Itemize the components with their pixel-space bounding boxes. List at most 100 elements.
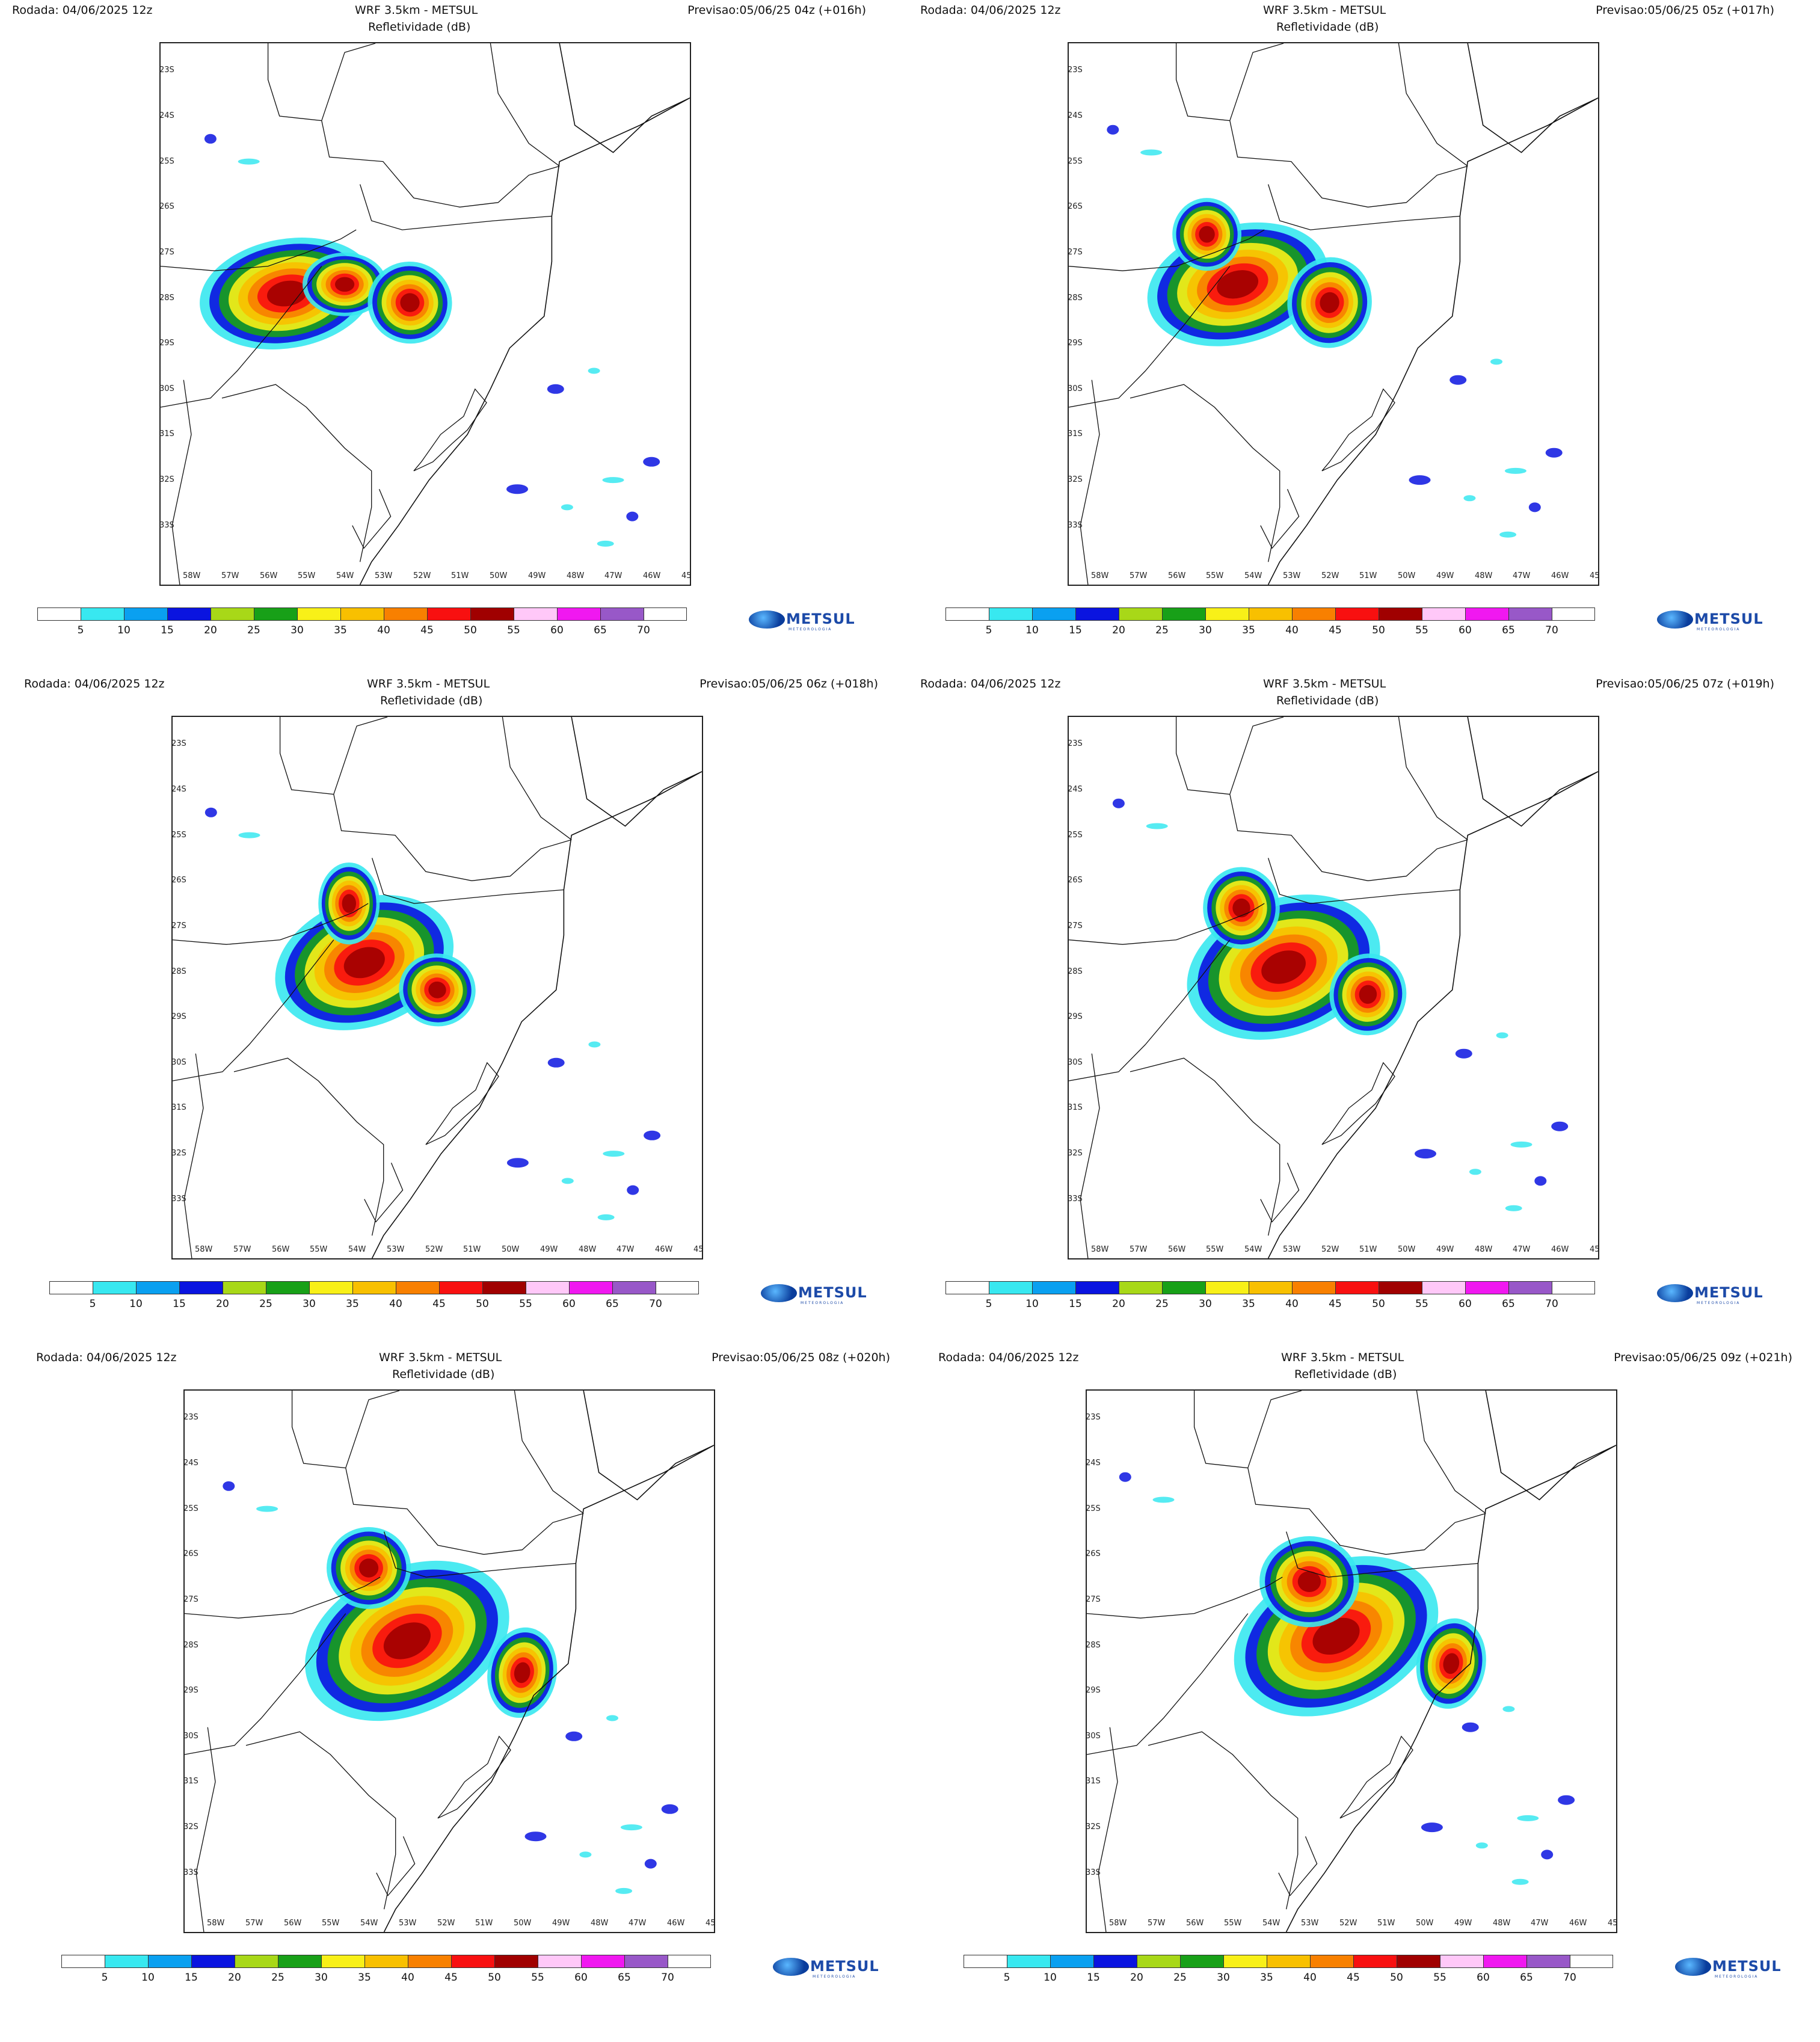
state-border [1285,1531,1478,1578]
colorbar-label: 20 [1112,1298,1125,1310]
colorbar-swatch [451,1955,494,1968]
colorbar-swatch [1465,1281,1508,1294]
longitude-label: 52W [413,571,431,580]
reflectivity-cell [1511,1878,1529,1885]
colorbar-label: 70 [1563,1972,1576,1984]
colorbar-label: 65 [594,624,607,636]
colorbar-swatch [1007,1955,1050,1968]
reflectivity-cell [588,367,600,374]
longitude-label: 52W [1321,1245,1339,1254]
reflectivity-cell [506,484,528,494]
reflectivity-cell [223,1481,235,1491]
longitude-label: 56W [284,1919,302,1928]
reflectivity-cell [597,540,614,547]
colorbar-swatch [278,1955,321,1968]
run-label: Rodada: 04/06/2025 12z [938,1351,1079,1364]
colorbar-swatch [470,607,514,621]
colorbar-label: 35 [1242,1298,1255,1310]
longitude-label: 50W [1398,1245,1416,1254]
colorbar-swatch [1162,1281,1205,1294]
logo-wordmark: METSUL [798,1284,867,1301]
longitude-label: 46W [1551,1245,1569,1254]
colorbar-swatch [309,1281,352,1294]
longitude-label: 58W [1091,571,1109,580]
reflectivity-contour [383,1622,431,1659]
colorbar-label: 25 [1173,1972,1187,1984]
variable-subtitle: Refletividade (dB) [1294,1368,1397,1381]
longitude-label: 48W [1475,571,1493,580]
metsul-logo: METSUL METEOROLOGIA [1675,1957,1781,1981]
reflectivity-field [1112,798,1569,1211]
colorbar-label: 70 [649,1298,662,1310]
state-border [1247,1391,1302,1468]
colorbar-label: 15 [1069,624,1082,636]
reflectivity-cell [602,477,624,484]
colorbar-label: 5 [985,624,992,636]
longitude-label: 56W [260,571,278,580]
reflectivity-cell [1490,358,1502,365]
latitude-label: 28S [159,294,174,303]
colorbar-swatch [1249,1281,1292,1294]
longitude-label: 51W [1377,1919,1395,1928]
reflectivity-cell [643,457,660,467]
reflectivity-cell [1534,1176,1547,1186]
longitude-label: 48W [1475,1245,1493,1254]
latitude-label: 32S [171,1149,186,1158]
longitude-label: 54W [336,571,354,580]
model-title: WRF 3.5km - METSUL [1263,4,1386,17]
colorbar-label: 55 [1415,624,1428,636]
colorbar-label: 50 [464,624,477,636]
state-border [1087,1576,1283,1619]
state-border [1416,1391,1486,1514]
state-border [1130,384,1280,562]
latitude-label: 31S [159,429,174,438]
colorbar-label: 25 [259,1298,272,1310]
latitude-label: 24S [171,785,186,794]
reflectivity-contour [1312,1617,1360,1655]
latitude-label: 25S [1086,1504,1101,1513]
forecast-time: Previsao:05/06/25 04z (+016h) [687,4,866,17]
longitude-label: 54W [360,1919,378,1928]
reflectivity-contour [1232,898,1250,918]
longitude-label: 56W [1168,1245,1186,1254]
reflectivity-field [1107,125,1563,538]
logo-tagline: METEOROLOGIA [801,1301,844,1305]
reflectivity-cell [1462,1722,1479,1732]
colorbar [49,1281,699,1294]
longitude-label: 55W [1224,1919,1242,1928]
colorbar-swatch [989,607,1032,621]
colorbar-label: 25 [271,1972,284,1984]
latitude-label: 23S [183,1413,198,1422]
state-border [185,1576,381,1619]
state-border [1267,858,1460,904]
latitude-label: 25S [159,157,174,166]
colorbar-label: 45 [1347,1972,1360,1984]
colorbar-swatch [136,1281,179,1294]
state-border [291,1391,584,1555]
colorbar-label: 45 [444,1972,458,1984]
metsul-logo: METSUL METEOROLOGIA [1657,1283,1763,1307]
globe-icon [749,610,785,629]
longitude-label: 52W [425,1245,443,1254]
colorbar-swatch [1570,1955,1613,1968]
longitude-label: 53W [375,571,393,580]
colorbar [61,1955,711,1968]
lagoa-dos-patos [1339,1735,1413,1819]
longitude-label: 49W [528,571,546,580]
latitude-label: 26S [159,202,174,211]
colorbar-swatch [61,1955,105,1968]
latitude-label: 29S [1068,1012,1083,1021]
colorbar-label: 70 [661,1972,674,1984]
forecast-time: Previsao:05/06/25 09z (+021h) [1614,1351,1792,1364]
latitude-label: 23S [1086,1413,1101,1422]
longitude-label: 57W [1130,1245,1148,1254]
colorbar-swatch [1508,607,1552,621]
colorbar [37,607,687,621]
reflectivity-cell [1502,1706,1515,1712]
reflectivity-cell [506,1158,529,1168]
map-svg [1069,43,1598,585]
colorbar-label: 55 [531,1972,544,1984]
longitude-label: 58W [183,571,201,580]
longitude-label: 50W [502,1245,520,1254]
longitude-label: 51W [1359,1245,1377,1254]
